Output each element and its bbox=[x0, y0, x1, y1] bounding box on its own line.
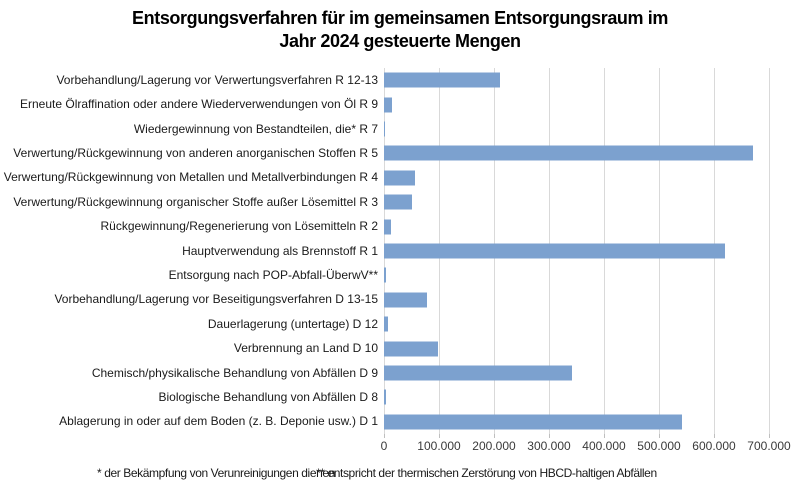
bar bbox=[384, 267, 386, 283]
chart-row: Verwertung/Rückgewinnung organischer Sto… bbox=[0, 190, 769, 214]
footnote-1: * der Bekämpfung von Verunreinigungen di… bbox=[97, 466, 335, 480]
bar-track bbox=[384, 141, 769, 165]
category-label: Wiedergewinnung von Bestandteilen, die* … bbox=[133, 121, 378, 136]
chart-row: Dauerlagerung (untertage) D 12 bbox=[0, 312, 769, 336]
chart-row: Verbrennung an Land D 10 bbox=[0, 336, 769, 360]
category-label: Vorbehandlung/Lagerung vor Beseitigungsv… bbox=[54, 292, 378, 307]
bar-track bbox=[384, 166, 769, 190]
chart-title-line-1: Entsorgungsverfahren für im gemeinsamen … bbox=[132, 8, 668, 28]
x-tick-label: 200.000 bbox=[472, 439, 516, 453]
x-tick-label: 600.000 bbox=[692, 439, 736, 453]
category-label: Rückgewinnung/Regenerierung von Lösemitt… bbox=[100, 219, 379, 234]
chart-row: Vorbehandlung/Lagerung vor Beseitigungsv… bbox=[0, 288, 769, 312]
x-tick-label: 0 bbox=[380, 439, 388, 453]
bar bbox=[384, 194, 412, 210]
bar bbox=[384, 389, 387, 405]
bar-track bbox=[384, 239, 769, 263]
category-label: Verwertung/Rückgewinnung von Metallen un… bbox=[3, 170, 378, 185]
category-label: Ablagerung in oder auf dem Boden (z. B. … bbox=[59, 414, 378, 429]
chart-row: Entsorgung nach POP-Abfall-ÜberwV** bbox=[0, 263, 769, 287]
bar bbox=[384, 341, 438, 357]
category-label: Biologische Behandlung von Abfällen D 8 bbox=[158, 389, 379, 404]
bar-track bbox=[384, 336, 769, 360]
chart-row: Rückgewinnung/Regenerierung von Lösemitt… bbox=[0, 214, 769, 238]
x-tick-label: 300.000 bbox=[527, 439, 571, 453]
chart-row: Verwertung/Rückgewinnung von Metallen un… bbox=[0, 166, 769, 190]
category-label: Verbrennung an Land D 10 bbox=[233, 341, 378, 356]
bar-track bbox=[384, 92, 769, 116]
axis-tick bbox=[714, 434, 715, 438]
bar-track bbox=[384, 410, 769, 434]
category-label: Verwertung/Rückgewinnung von anderen ano… bbox=[13, 145, 378, 160]
chart-row: Hauptverwendung als Brennstoff R 1 bbox=[0, 239, 769, 263]
bar bbox=[384, 121, 385, 137]
x-tick-label: 400.000 bbox=[582, 439, 626, 453]
axis-tick bbox=[549, 434, 550, 438]
bar bbox=[384, 365, 572, 381]
bar bbox=[384, 219, 392, 235]
axis-tick bbox=[494, 434, 495, 438]
category-label: Chemisch/physikalische Behandlung von Ab… bbox=[91, 365, 378, 380]
footnotes: * der Bekämpfung von Verunreinigungen di… bbox=[0, 466, 800, 486]
bar-track bbox=[384, 214, 769, 238]
gridline bbox=[769, 68, 770, 434]
category-label: Entsorgung nach POP-Abfall-ÜberwV** bbox=[168, 267, 378, 282]
chart-row: Vorbehandlung/Lagerung vor Verwertungsve… bbox=[0, 68, 769, 92]
bar-track bbox=[384, 312, 769, 336]
bar bbox=[384, 414, 682, 430]
chart-row: Chemisch/physikalische Behandlung von Ab… bbox=[0, 361, 769, 385]
x-axis: 0 100.000 200.000 300.000 400.000 500.000 600.… bbox=[380, 439, 791, 455]
axis-tick bbox=[659, 434, 660, 438]
bar-track bbox=[384, 190, 769, 214]
category-label: Hauptverwendung als Brennstoff R 1 bbox=[182, 243, 378, 258]
x-tick-label: 700.000 bbox=[747, 439, 791, 453]
axis-tick bbox=[384, 434, 385, 438]
category-label: Erneute Ölraffination oder andere Wieder… bbox=[20, 97, 378, 112]
category-label: Vorbehandlung/Lagerung vor Verwertungsve… bbox=[56, 72, 378, 87]
bar-track bbox=[384, 68, 769, 92]
bar bbox=[384, 292, 427, 308]
chart-row: Biologische Behandlung von Abfällen D 8 bbox=[0, 385, 769, 409]
category-label: Verwertung/Rückgewinnung organischer Sto… bbox=[13, 194, 378, 209]
bar bbox=[384, 243, 725, 259]
bar bbox=[384, 72, 501, 88]
bar bbox=[384, 97, 393, 113]
axis-tick bbox=[439, 434, 440, 438]
axis-tick bbox=[769, 434, 770, 438]
bar-track bbox=[384, 288, 769, 312]
bar bbox=[384, 145, 753, 161]
bar-track bbox=[384, 361, 769, 385]
axis-tick bbox=[604, 434, 605, 438]
category-label: Dauerlagerung (untertage) D 12 bbox=[207, 316, 378, 331]
footnote-2: ** entspricht der thermischen Zerstörung… bbox=[316, 466, 657, 480]
x-tick-label: 100.000 bbox=[417, 439, 461, 453]
chart-row: Verwertung/Rückgewinnung von anderen ano… bbox=[0, 141, 769, 165]
chart-row: Erneute Ölraffination oder andere Wieder… bbox=[0, 92, 769, 116]
chart-rows: Vorbehandlung/Lagerung vor Verwertungsve… bbox=[0, 68, 769, 434]
chart-title: Entsorgungsverfahren für im gemeinsamen … bbox=[0, 7, 800, 53]
bar bbox=[384, 170, 416, 186]
chart-row: Wiedergewinnung von Bestandteilen, die* … bbox=[0, 117, 769, 141]
bar-track bbox=[384, 385, 769, 409]
bar bbox=[384, 316, 389, 332]
chart-title-line-2: Jahr 2024 gesteuerte Mengen bbox=[279, 31, 521, 51]
bar-track bbox=[384, 263, 769, 287]
x-tick-label: 500.000 bbox=[637, 439, 681, 453]
chart-row: Ablagerung in oder auf dem Boden (z. B. … bbox=[0, 410, 769, 434]
bar-track bbox=[384, 117, 769, 141]
